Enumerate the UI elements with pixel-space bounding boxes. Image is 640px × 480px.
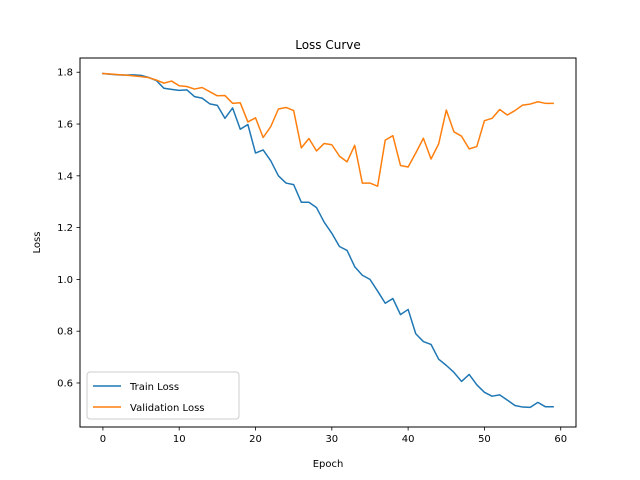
x-tick-label: 20 — [249, 434, 262, 445]
y-tick-label: 1.2 — [57, 223, 73, 234]
x-axis-ticks: 0 10 20 30 40 50 60 — [100, 427, 567, 445]
legend: Train Loss Validation Loss — [86, 371, 240, 420]
y-tick-label: 0.6 — [57, 378, 73, 389]
y-tick-label: 1.6 — [57, 120, 73, 131]
plot-background — [80, 58, 576, 427]
y-tick-label: 1.8 — [57, 68, 73, 79]
x-tick-label: 40 — [402, 434, 415, 445]
plot-frame — [79, 57, 577, 428]
chart-title: Loss Curve — [295, 38, 361, 52]
x-tick-label: 60 — [554, 434, 567, 445]
legend-label: Train Loss — [129, 382, 179, 393]
y-axis-label: Loss — [32, 232, 43, 254]
legend-label: Validation Loss — [130, 403, 205, 414]
x-tick-label: 30 — [325, 434, 338, 445]
x-tick-label: 0 — [100, 434, 106, 445]
series-line-1 — [102, 72, 554, 187]
series-line-0 — [102, 72, 554, 409]
plot-area — [79, 57, 577, 428]
x-axis-label: Epoch — [313, 459, 344, 470]
series-lines — [102, 72, 554, 409]
y-tick-label: 1.4 — [57, 171, 73, 182]
y-tick-label: 1.0 — [57, 275, 73, 286]
x-tick-label: 10 — [173, 434, 186, 445]
legend-box — [86, 371, 240, 420]
x-tick-label: 50 — [478, 434, 491, 445]
y-axis-ticks: 0.6 0.8 1.0 1.2 1.4 1.6 1.8 — [57, 68, 80, 389]
y-tick-label: 0.8 — [57, 327, 73, 338]
